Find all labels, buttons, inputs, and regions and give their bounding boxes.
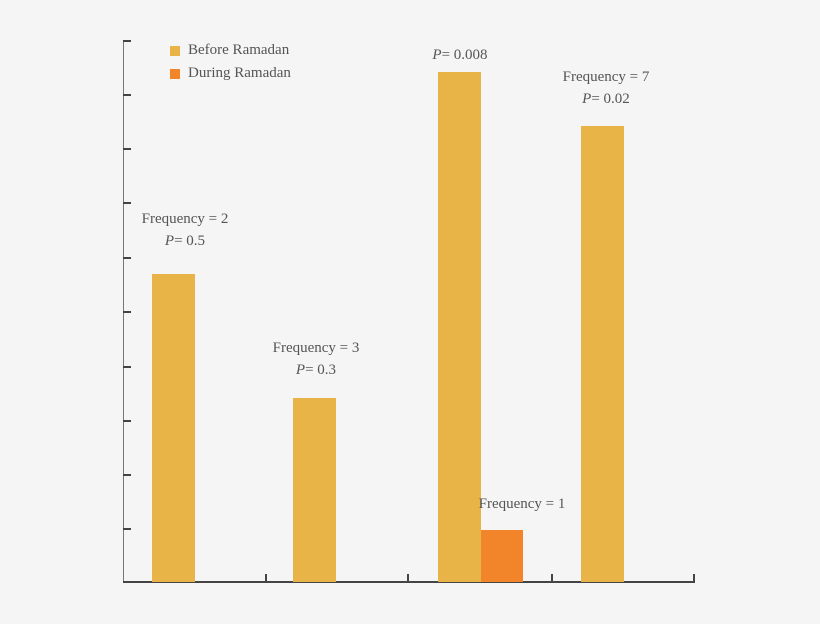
- y-tick: [123, 528, 131, 530]
- legend-swatch: [170, 45, 180, 56]
- annotation-bar-4: Frequency = 7 P= 0.02: [563, 66, 650, 110]
- p-value-label: P= 0.3: [295, 362, 337, 378]
- y-tick: [123, 40, 131, 42]
- x-axis: [123, 581, 695, 583]
- y-tick: [123, 474, 131, 476]
- frequency-label: Frequency = 1: [478, 496, 566, 512]
- bar-during-ramadan-3: [481, 530, 523, 582]
- bar-before-ramadan-4: [581, 126, 624, 582]
- annotation-bar-3: P= 0.008: [432, 44, 487, 66]
- x-tick: [407, 574, 409, 582]
- annotation-bar-3-during: Frequency = 1: [479, 493, 566, 515]
- x-tick: [265, 574, 267, 582]
- frequency-label: Frequency = 2: [141, 211, 229, 227]
- bar-before-ramadan-1: [152, 274, 195, 582]
- p-value-label: P= 0.008: [432, 47, 488, 63]
- legend-item-during-ramadan: During Ramadan: [170, 65, 291, 82]
- p-value-label: P= 0.02: [582, 91, 630, 107]
- frequency-label: Frequency = 7: [562, 69, 650, 85]
- bar-before-ramadan-2: [293, 398, 336, 582]
- legend-swatch: [170, 68, 180, 79]
- y-tick: [123, 366, 131, 368]
- y-tick: [123, 311, 131, 313]
- bar-before-ramadan-3: [438, 72, 481, 582]
- frequency-label: Frequency = 3: [272, 340, 360, 356]
- y-tick: [123, 257, 131, 259]
- y-tick: [123, 94, 131, 96]
- legend-item-before-ramadan: Before Ramadan: [170, 42, 289, 59]
- annotation-bar-2: Frequency = 3 P= 0.3: [273, 337, 360, 381]
- p-value-label: P= 0.5: [164, 233, 206, 249]
- y-tick: [123, 420, 131, 422]
- annotation-bar-1: Frequency = 2 P= 0.5: [142, 208, 229, 252]
- y-tick: [123, 202, 131, 204]
- y-tick: [123, 148, 131, 150]
- x-tick: [693, 574, 695, 582]
- x-tick: [551, 574, 553, 582]
